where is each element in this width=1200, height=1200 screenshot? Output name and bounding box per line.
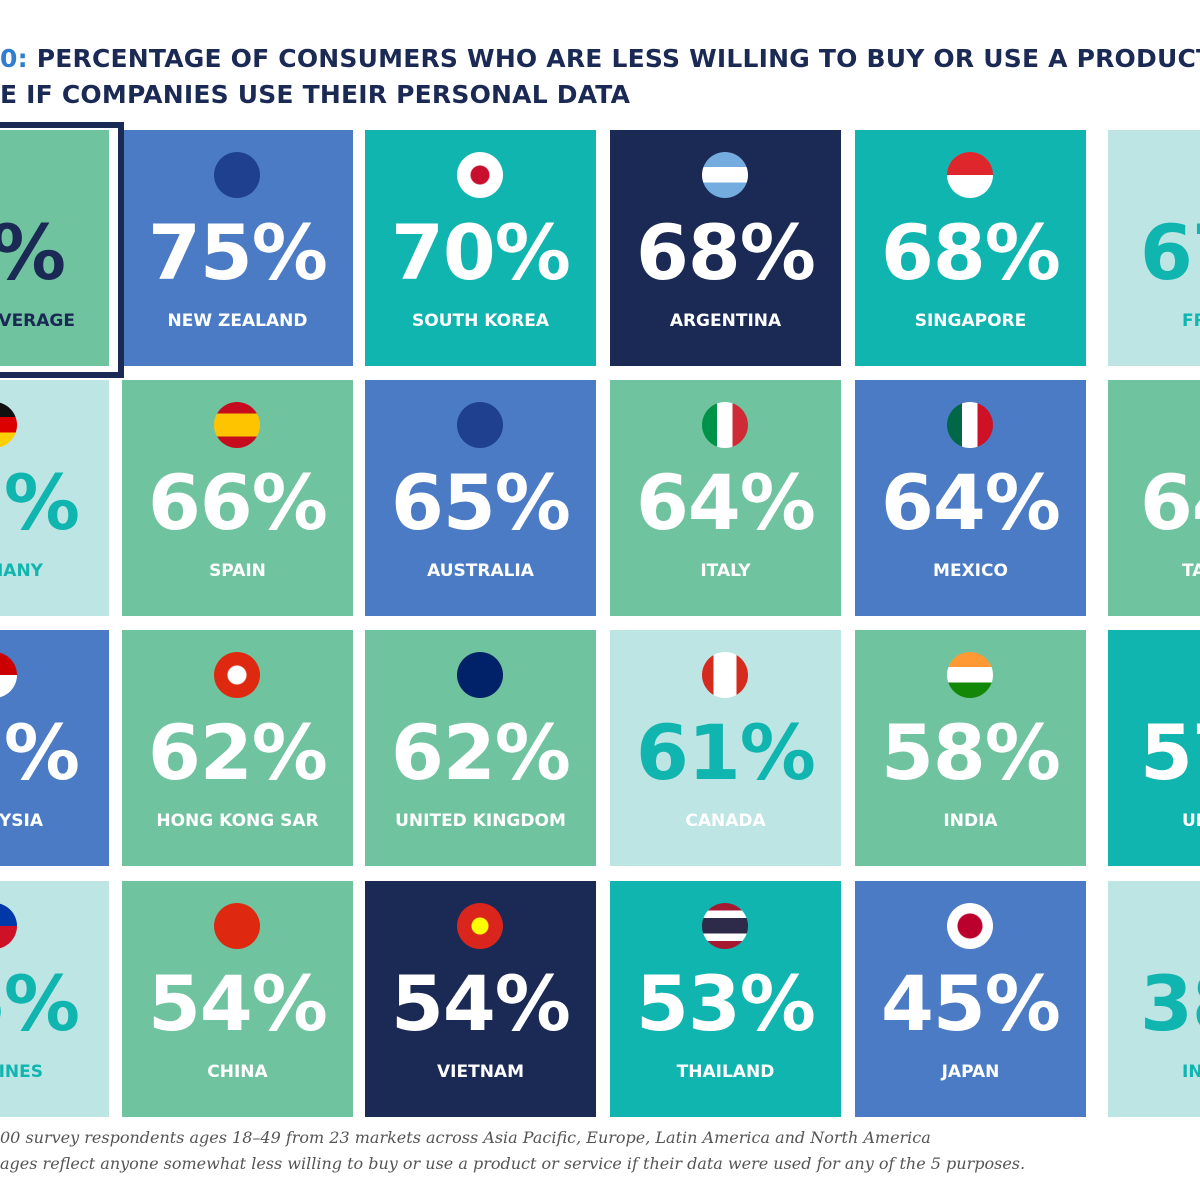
flag-icon [947,402,993,448]
tile-value: 38 [1140,959,1200,1048]
tile-value: 67 [1140,208,1200,297]
tile-value: 68% [636,208,816,297]
flag-icon [214,903,260,949]
tile: 64% MEXICO [855,380,1086,616]
flag-icon [0,402,17,448]
tile-label: UNIT [1182,811,1200,831]
tile-label: CANADA [685,811,766,831]
tile-label: VIETNAM [437,1062,524,1082]
tile-label: FR [1182,311,1200,331]
tile: 58% INDIA [855,630,1086,866]
tile-value: % [0,208,66,298]
tile: 70% SOUTH KOREA [365,130,596,366]
flag-icon [702,402,748,448]
flag-icon [702,903,748,949]
tile-value: 57 [1140,708,1200,797]
tile-value: 70% [391,208,571,297]
tile-label: MANY [0,561,43,581]
tile: 54% CHINA [122,881,353,1117]
tile: 61% CANADA [610,630,841,866]
flag-icon [214,152,260,198]
flag-icon [947,903,993,949]
tile: 62% UNITED KINGDOM [365,630,596,866]
footnote: ages reflect anyone somewhat less willin… [0,1154,1026,1173]
tile-label: SINGAPORE [914,311,1027,331]
tile-value: 65% [391,458,571,547]
tile: 57 UNIT [1108,630,1200,866]
tile: 45% JAPAN [855,881,1086,1117]
tile-value: 64% [636,458,816,547]
tile-value: 58% [881,708,1061,797]
tile: 75% NEW ZEALAND [122,130,353,366]
tile-value: 53% [636,959,816,1048]
tile: 3% YSIA [0,630,109,866]
tile-value: 66% [148,458,328,547]
tile-label: SPAIN [209,561,266,581]
tile-label: UNITED KINGDOM [395,811,566,831]
tile-value: 68% [881,208,1061,297]
flag-icon [457,402,503,448]
tile-value: 54% [148,959,328,1048]
tile-label: PINES [0,1062,43,1082]
tile-value: 54% [391,959,571,1048]
tile: 66% SPAIN [122,380,353,616]
flag-icon [0,903,17,949]
tile-label: INDIA [943,811,998,831]
tile-label: JAPAN [941,1062,1000,1082]
tile-value: 62% [391,708,571,797]
tile: 65% AUSTRALIA [365,380,596,616]
tile-label: MEXICO [933,561,1008,581]
tile-label: AVERAGE [0,311,75,331]
flag-icon [702,152,748,198]
tile: 62% HONG KONG SAR [122,630,353,866]
flag-icon [702,652,748,698]
tile-value: 61% [636,708,816,797]
tile-label: ITALY [700,561,751,581]
tile: 64% ITALY [610,380,841,616]
tile-label: ARGENTINA [669,311,782,331]
tile-value: 75% [148,208,328,297]
flag-icon [457,652,503,698]
tile: 64 TA [1108,380,1200,616]
tile-label: AUSTRALIA [427,561,534,581]
flag-icon [947,652,993,698]
title-line: E IF COMPANIES USE THEIR PERSONAL DATA [0,80,631,109]
tile-label: CHINA [207,1062,268,1082]
tile: 38 IND [1108,881,1200,1117]
tile-label: TA [1182,561,1200,581]
tile-value: 64% [881,458,1061,547]
flag-icon [457,903,503,949]
tile: 67 FR [1108,130,1200,366]
tile: 6% PINES [0,881,109,1117]
highlight-frame [0,122,124,378]
tile: 54% VIETNAM [365,881,596,1117]
footnote: 00 survey respondents ages 18–49 from 23… [0,1128,931,1147]
flag-icon [947,152,993,198]
title-text: PERCENTAGE OF CONSUMERS WHO ARE LESS WIL… [27,44,1200,73]
tile-value: 7% [0,458,80,547]
flag-icon [214,402,260,448]
flag-icon [457,152,503,198]
tile: 68% ARGENTINA [610,130,841,366]
tile-label: THAILAND [676,1062,775,1082]
tile: 53% THAILAND [610,881,841,1117]
tile: % AVERAGE [0,130,109,366]
tile-label: IND [1182,1062,1200,1082]
tile-label: HONG KONG SAR [156,811,319,831]
tile-label: YSIA [0,811,43,831]
tile-label: SOUTH KOREA [412,311,549,331]
tile-value: 62% [148,708,328,797]
tile-value: 6% [0,959,80,1048]
title-line: 0: PERCENTAGE OF CONSUMERS WHO ARE LESS … [0,44,1200,73]
tile-value: 64 [1140,458,1200,547]
tile-label: NEW ZEALAND [167,311,308,331]
flag-icon [214,652,260,698]
tile: 68% SINGAPORE [855,130,1086,366]
tile-value: 3% [0,708,80,797]
title-prefix: 0: [0,44,28,73]
flag-icon [0,652,17,698]
tile-value: 45% [881,959,1061,1048]
tile: 7% MANY [0,380,109,616]
